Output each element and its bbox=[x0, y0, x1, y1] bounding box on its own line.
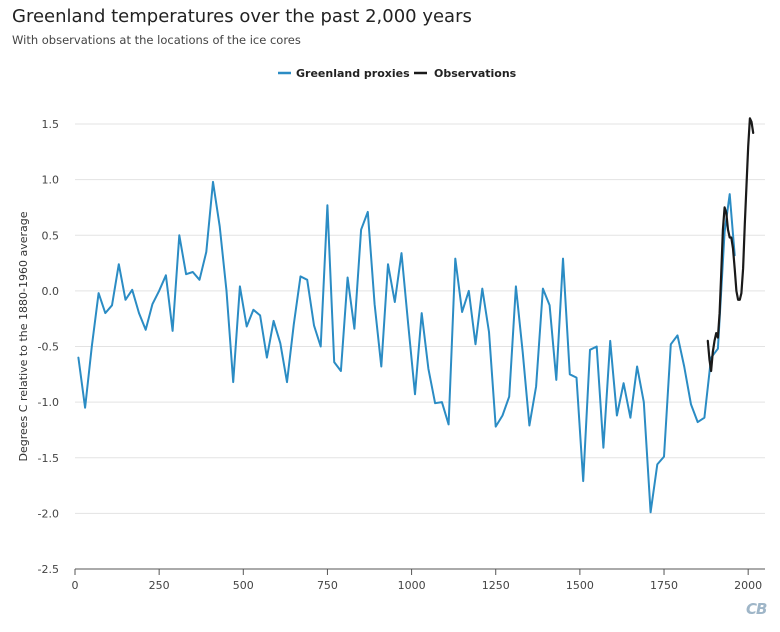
x-tick-label: 1500 bbox=[566, 579, 594, 592]
chart-title: Greenland temperatures over the past 2,0… bbox=[12, 6, 472, 27]
y-tick-label: -1.5 bbox=[38, 452, 59, 465]
x-tick-label: 500 bbox=[233, 579, 254, 592]
series-line-observations bbox=[706, 117, 755, 373]
legend-label: Observations bbox=[434, 67, 517, 80]
x-tick-label: 2000 bbox=[734, 579, 762, 592]
legend-label: Greenland proxies bbox=[296, 67, 410, 80]
y-tick-label: -0.5 bbox=[38, 341, 59, 354]
y-tick-label: 1.0 bbox=[42, 174, 60, 187]
x-tick-label: 250 bbox=[149, 579, 170, 592]
x-tick-label: 1750 bbox=[650, 579, 678, 592]
axes: -2.5 -2.0 -1.5 -1.0 -0.5 0.0 0.5 1.0 1.5 0 250 500 7… bbox=[38, 118, 765, 592]
chart-subtitle: With observations at the locations of th… bbox=[12, 33, 301, 47]
legend: Greenland proxies Observations bbox=[278, 67, 517, 80]
x-tick-label: 1250 bbox=[482, 579, 510, 592]
series-line-greenland-proxies bbox=[77, 180, 736, 514]
y-tick-label: -1.0 bbox=[38, 396, 59, 409]
y-axis-label: Degrees C relative to the 1880-1960 aver… bbox=[17, 211, 30, 461]
y-tick-label: -2.0 bbox=[38, 507, 59, 520]
carbon-brief-logo: CB bbox=[746, 600, 767, 618]
y-tick-label: 0.0 bbox=[42, 285, 60, 298]
grid-lines bbox=[75, 123, 765, 514]
series-lines bbox=[77, 117, 755, 514]
y-tick-label: 0.5 bbox=[42, 229, 60, 242]
x-tick-label: 750 bbox=[317, 579, 338, 592]
y-tick-label: 1.5 bbox=[42, 118, 60, 131]
x-tick-label: 0 bbox=[72, 579, 79, 592]
y-tick-label: -2.5 bbox=[38, 563, 59, 576]
x-tick-label: 1000 bbox=[398, 579, 426, 592]
